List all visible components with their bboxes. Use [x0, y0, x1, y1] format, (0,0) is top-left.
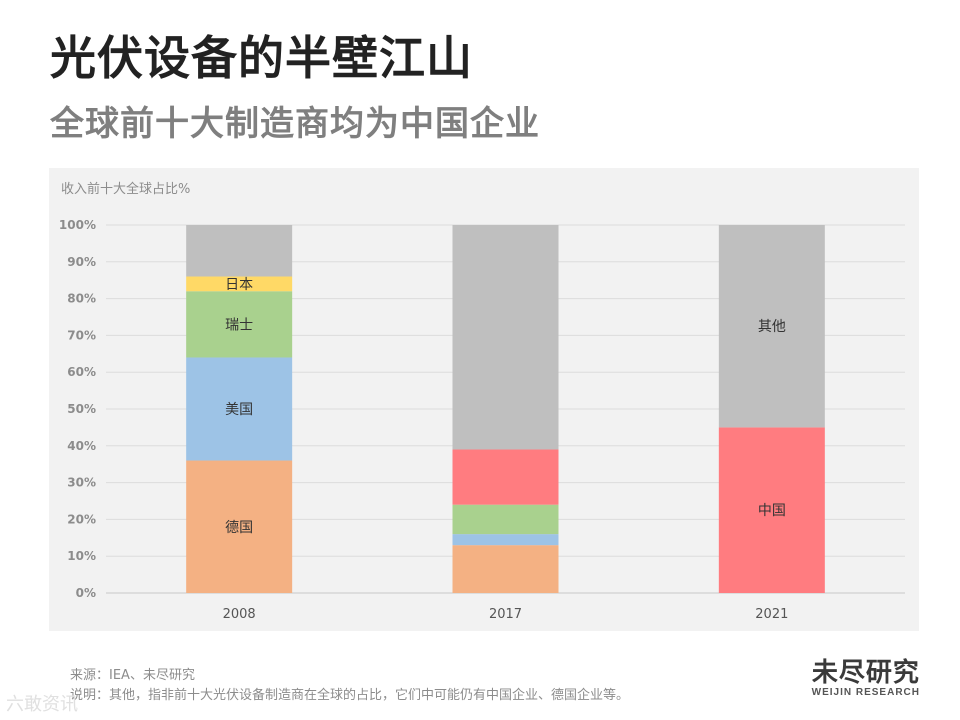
bar-segment	[452, 449, 559, 505]
y-tick-label: 30%	[67, 476, 96, 490]
bar-segment	[186, 460, 293, 593]
bar-segment	[452, 504, 559, 535]
note-text: 说明：其他，指非前十大光伏设备制造商在全球的占比，它们中可能仍有中国企业、德国企…	[70, 688, 630, 703]
logo-sub-text: WEIJIN RESEARCH	[811, 687, 920, 698]
x-tick-label: 2017	[489, 607, 522, 622]
y-tick-label: 60%	[67, 365, 96, 379]
bar-segment	[718, 225, 825, 428]
y-tick-label: 10%	[67, 549, 96, 563]
bar-segment	[186, 225, 293, 277]
bar-data-label: 瑞士	[225, 317, 253, 333]
y-tick-label: 0%	[76, 586, 96, 600]
page-subtitle: 全球前十大制造商均为中国企业	[50, 104, 540, 144]
bar-segment	[718, 427, 825, 593]
bar-data-label: 德国	[225, 520, 253, 536]
source-text: 来源：IEA、未尽研究	[70, 668, 195, 683]
brand-logo: 未尽研究 WEIJIN RESEARCH	[812, 652, 920, 698]
watermark: 六敢资讯	[6, 694, 78, 715]
y-tick-label: 70%	[67, 328, 96, 342]
bar-segment	[186, 291, 293, 358]
bar-segment	[452, 545, 559, 593]
bar-data-label: 其他	[758, 319, 786, 335]
logo-main-text: 未尽研究	[811, 658, 920, 688]
y-axis-label: 收入前十大全球占比%	[61, 182, 191, 197]
page-title: 光伏设备的半壁江山	[50, 31, 473, 85]
x-tick-label: 2008	[223, 607, 256, 622]
y-tick-label: 20%	[67, 512, 96, 526]
y-tick-label: 40%	[67, 439, 96, 453]
bar-segment	[452, 534, 559, 546]
y-tick-label: 50%	[67, 402, 96, 416]
bar-segment	[452, 225, 559, 450]
y-tick-label: 90%	[67, 255, 96, 269]
bar-data-label: 中国	[758, 503, 786, 519]
y-tick-label: 100%	[59, 218, 96, 232]
bar-data-label: 日本	[225, 277, 253, 293]
y-tick-label: 80%	[67, 292, 96, 306]
bar-segment	[186, 276, 293, 292]
x-tick-label: 2021	[755, 607, 788, 622]
bar-segment	[186, 357, 293, 461]
bar-data-label: 美国	[225, 402, 253, 418]
